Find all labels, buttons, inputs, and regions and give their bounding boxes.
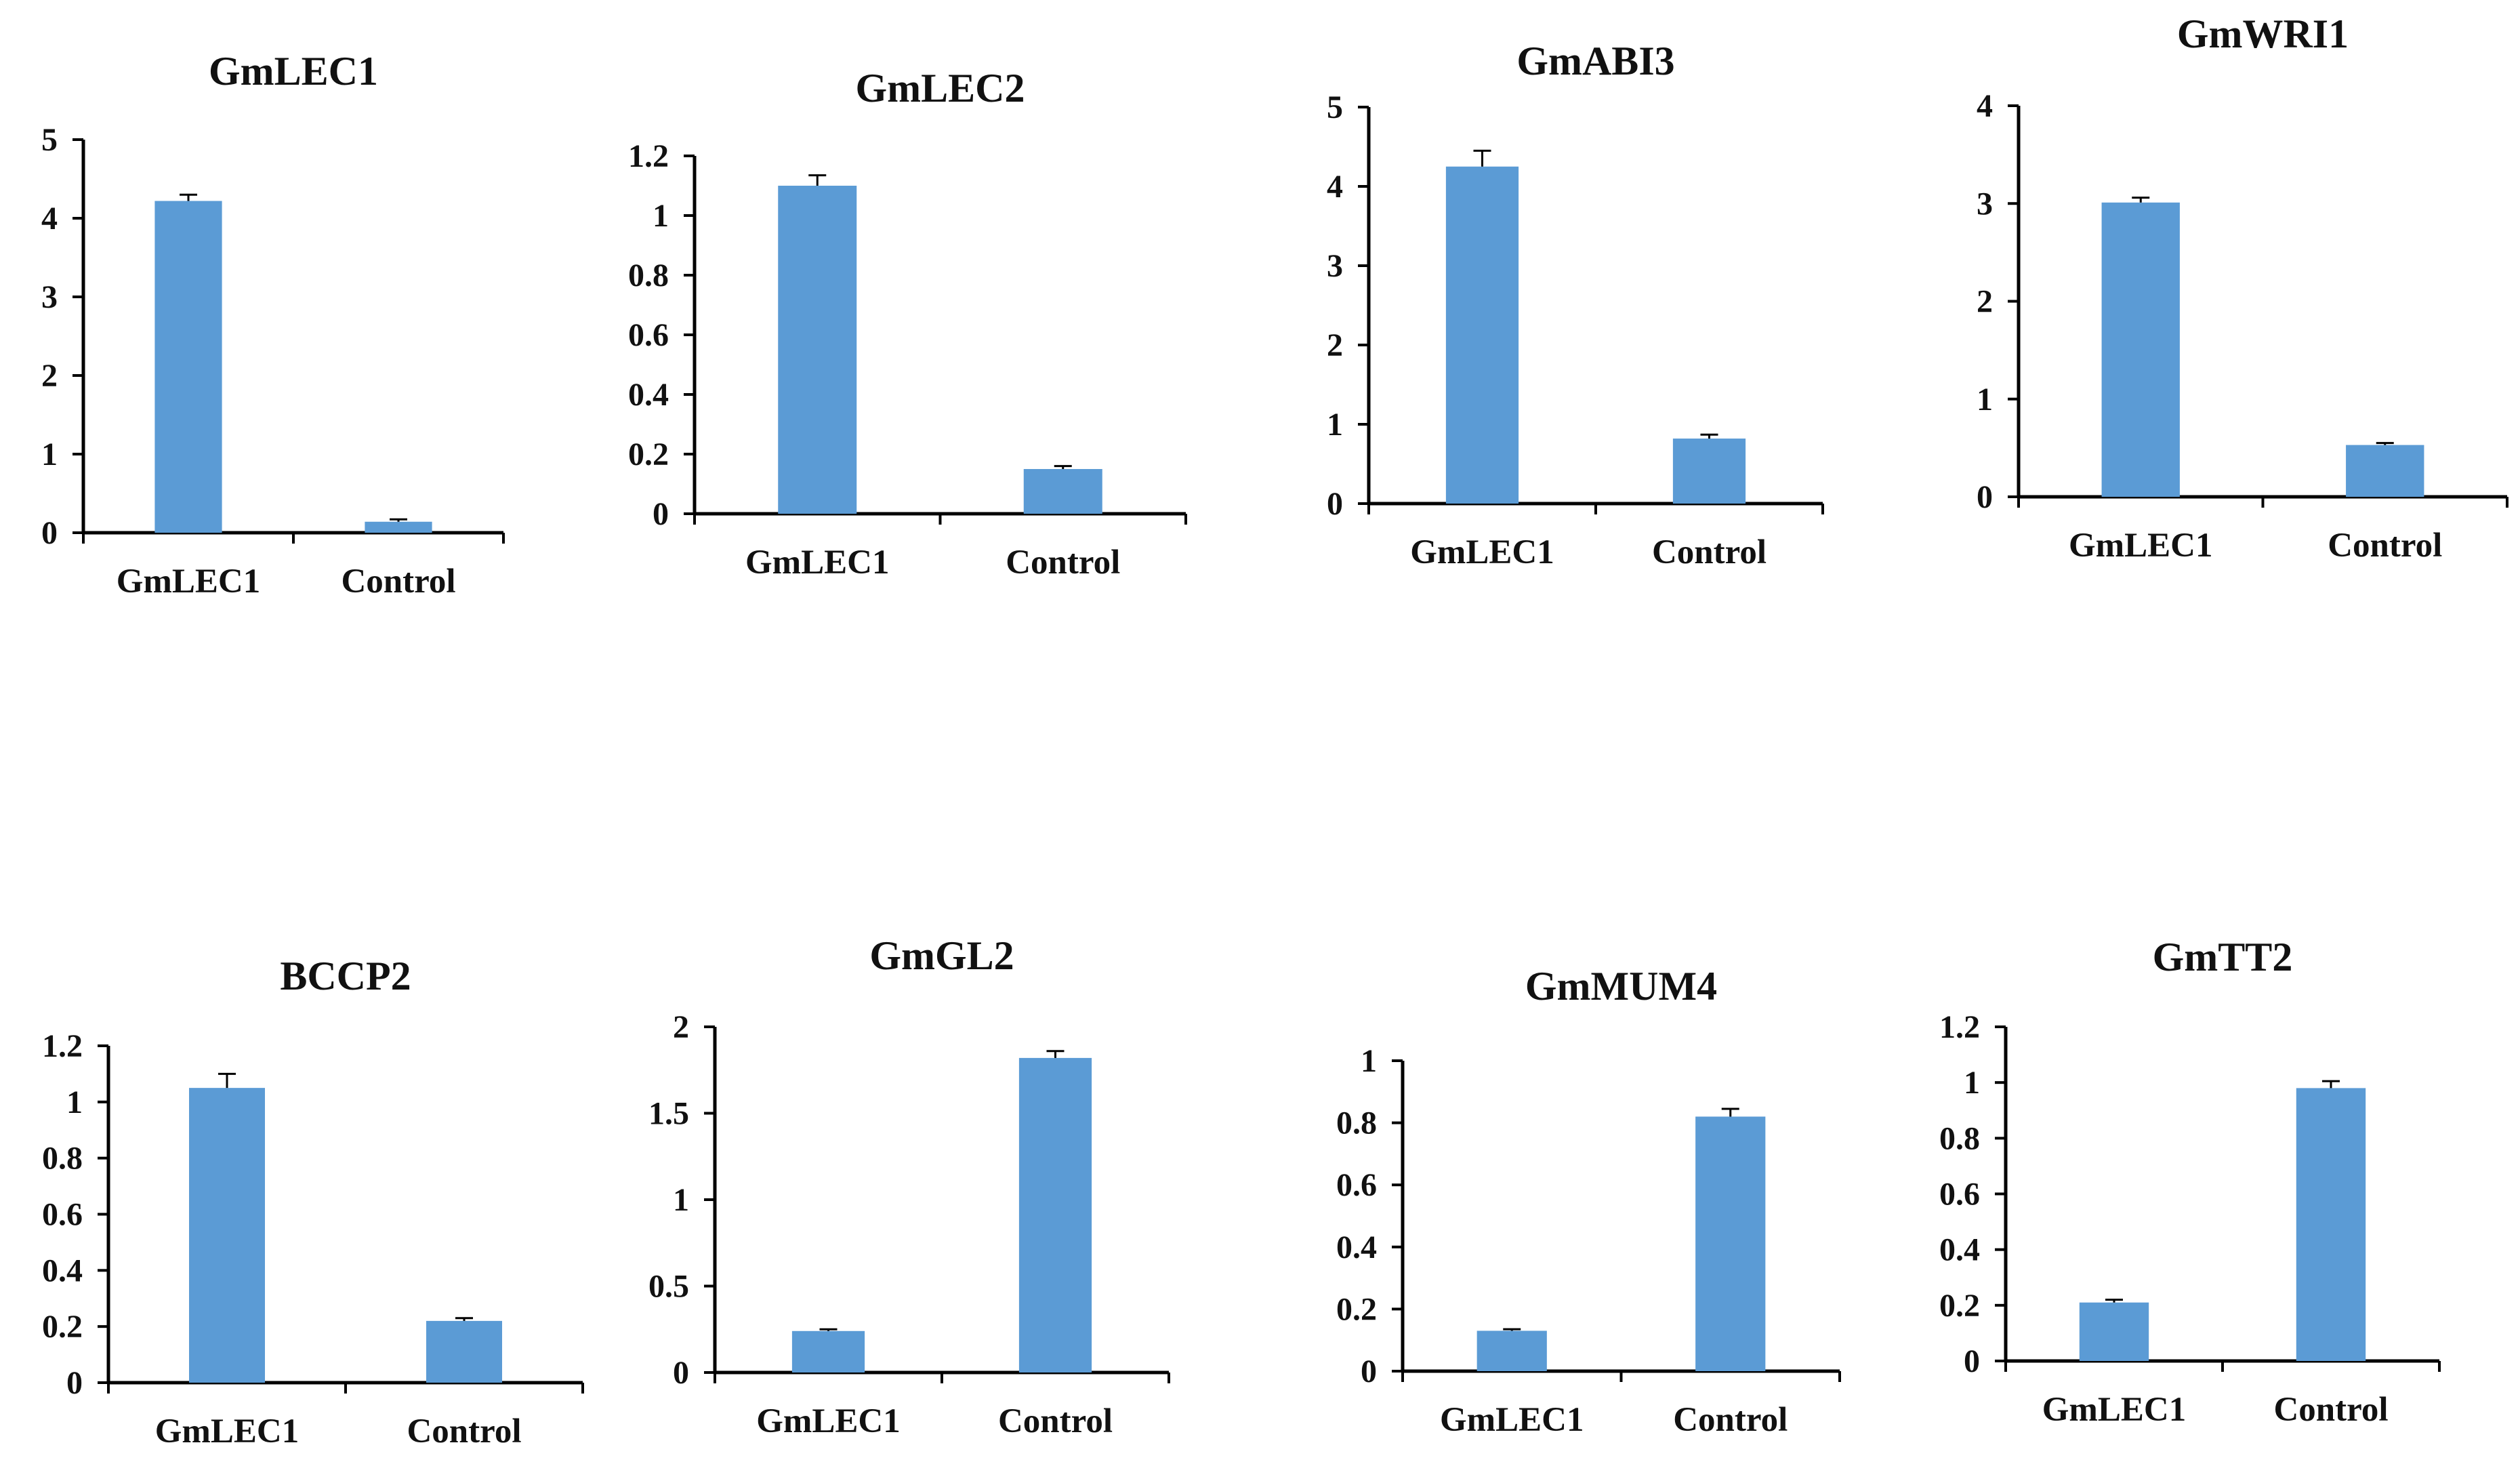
chart-title: GmLEC2 bbox=[855, 66, 1025, 110]
chart-panel: GmLEC1 0 1 2 3 4 5 GmLEC1 Control bbox=[41, 49, 505, 601]
y-tick-label: 5 bbox=[1327, 89, 1343, 125]
y-tick-label: 0.4 bbox=[1336, 1229, 1377, 1265]
y-tick-label: 0.4 bbox=[1939, 1232, 1980, 1268]
x-category-label: GmLEC1 bbox=[756, 1402, 901, 1440]
y-tick-label: 0.2 bbox=[1939, 1288, 1980, 1324]
x-category-label: GmLEC1 bbox=[745, 544, 890, 582]
bar bbox=[778, 186, 857, 514]
bar bbox=[2296, 1088, 2366, 1361]
y-tick-label: 0.5 bbox=[648, 1269, 689, 1305]
y-tick-label: 0.6 bbox=[1336, 1167, 1377, 1203]
chart-panel: GmMUM4 0 0.2 0.4 0.6 0.8 1 GmLEC1 Control bbox=[1336, 964, 1841, 1439]
bar bbox=[791, 1330, 865, 1372]
bar bbox=[154, 201, 222, 533]
y-tick-label: 0.8 bbox=[1939, 1120, 1980, 1156]
y-tick-label: 0.2 bbox=[42, 1309, 83, 1345]
y-tick-label: 3 bbox=[41, 279, 58, 315]
chart-title: GmABI3 bbox=[1516, 39, 1674, 83]
chart-panel: BCCP2 0 0.2 0.4 0.6 0.8 1 1.2 GmLEC1 Control bbox=[42, 954, 584, 1450]
y-tick-label: 1 bbox=[673, 1182, 689, 1218]
y-tick-label: 2 bbox=[1977, 284, 1993, 320]
y-tick-label: 0 bbox=[673, 1355, 689, 1391]
y-tick-label: 0.8 bbox=[628, 258, 669, 293]
y-tick-label: 3 bbox=[1977, 186, 1993, 222]
chart-title: GmTT2 bbox=[2153, 935, 2293, 979]
y-tick-label: 1 bbox=[1327, 407, 1343, 443]
bar bbox=[2101, 202, 2180, 497]
bar bbox=[365, 521, 432, 533]
x-category-label: Control bbox=[1006, 544, 1120, 582]
y-tick-label: 4 bbox=[1327, 169, 1343, 205]
bar bbox=[426, 1320, 502, 1383]
x-category-label: GmLEC1 bbox=[1410, 533, 1554, 571]
bar bbox=[2079, 1302, 2149, 1361]
y-tick-label: 1 bbox=[41, 436, 58, 472]
y-tick-label: 0.6 bbox=[42, 1197, 83, 1233]
y-tick-label: 1.2 bbox=[1939, 1009, 1980, 1045]
y-tick-label: 0 bbox=[653, 496, 669, 532]
y-tick-label: 4 bbox=[1977, 88, 1993, 124]
y-tick-label: 1.2 bbox=[42, 1028, 83, 1064]
y-tick-label: 4 bbox=[41, 201, 58, 237]
x-category-label: GmLEC1 bbox=[117, 563, 261, 601]
chart-panel: GmLEC2 0 0.2 0.4 0.6 0.8 1 1.2 GmLEC1 Control bbox=[628, 66, 1187, 582]
y-tick-label: 0.4 bbox=[42, 1253, 83, 1288]
chart-title: GmLEC1 bbox=[209, 49, 378, 94]
y-tick-label: 0 bbox=[1327, 486, 1343, 522]
y-tick-label: 2 bbox=[41, 358, 58, 394]
x-category-label: Control bbox=[2273, 1391, 2388, 1429]
chart-panel: GmABI3 0 1 2 3 4 5 GmLEC1 Control bbox=[1327, 39, 1824, 571]
bar bbox=[1023, 469, 1102, 514]
y-tick-label: 5 bbox=[41, 122, 58, 158]
chart-title: BCCP2 bbox=[280, 954, 411, 998]
y-tick-label: 0.6 bbox=[1939, 1177, 1980, 1213]
chart-panel: GmGL2 0 0.5 1 1.5 2 GmLEC1 Control bbox=[648, 933, 1170, 1440]
x-category-label: Control bbox=[1673, 1401, 1788, 1439]
y-tick-label: 0.6 bbox=[628, 317, 669, 353]
y-tick-label: 1 bbox=[1977, 382, 1993, 418]
y-tick-label: 0 bbox=[41, 515, 58, 551]
y-tick-label: 0.8 bbox=[1336, 1105, 1377, 1141]
y-tick-label: 0 bbox=[1964, 1343, 1980, 1379]
y-tick-label: 0.4 bbox=[628, 377, 669, 413]
y-tick-label: 1 bbox=[1361, 1043, 1377, 1079]
x-category-label: GmLEC1 bbox=[2042, 1391, 2187, 1429]
bar bbox=[1672, 439, 1746, 504]
y-tick-label: 0.8 bbox=[42, 1141, 83, 1177]
bar bbox=[1695, 1116, 1766, 1371]
y-tick-label: 1 bbox=[66, 1084, 83, 1120]
y-tick-label: 2 bbox=[1327, 327, 1343, 363]
y-tick-label: 1.5 bbox=[648, 1096, 689, 1132]
y-tick-label: 1 bbox=[1964, 1065, 1980, 1101]
bar bbox=[1445, 166, 1519, 504]
y-tick-label: 0 bbox=[1977, 479, 1993, 515]
y-tick-label: 0.2 bbox=[1336, 1291, 1377, 1327]
y-tick-label: 0.2 bbox=[628, 436, 669, 472]
x-category-label: Control bbox=[341, 563, 455, 601]
y-tick-label: 1 bbox=[653, 198, 669, 234]
x-category-label: GmLEC1 bbox=[2069, 527, 2213, 565]
x-category-label: GmLEC1 bbox=[155, 1412, 299, 1450]
y-tick-label: 1.2 bbox=[628, 138, 669, 174]
chart-title: GmMUM4 bbox=[1525, 964, 1717, 1009]
x-category-label: GmLEC1 bbox=[1440, 1401, 1584, 1439]
x-category-label: Control bbox=[407, 1412, 521, 1450]
y-tick-label: 3 bbox=[1327, 248, 1343, 284]
y-tick-label: 2 bbox=[673, 1009, 689, 1045]
chart-title: GmGL2 bbox=[869, 933, 1014, 978]
y-tick-label: 0 bbox=[66, 1365, 83, 1401]
chart-title: GmWRI1 bbox=[2177, 12, 2349, 56]
bar bbox=[2346, 445, 2424, 497]
bar bbox=[189, 1088, 265, 1383]
x-category-label: Control bbox=[2328, 527, 2442, 565]
bar bbox=[1018, 1057, 1092, 1372]
y-tick-label: 0 bbox=[1361, 1354, 1377, 1389]
chart-panel: GmWRI1 0 1 2 3 4 GmLEC1 Control bbox=[1977, 12, 2508, 565]
bar bbox=[1476, 1330, 1547, 1371]
x-category-label: Control bbox=[998, 1402, 1113, 1440]
chart-panel: GmTT2 0 0.2 0.4 0.6 0.8 1 1.2 GmLEC1 Control bbox=[1939, 935, 2441, 1429]
x-category-label: Control bbox=[1652, 533, 1767, 571]
